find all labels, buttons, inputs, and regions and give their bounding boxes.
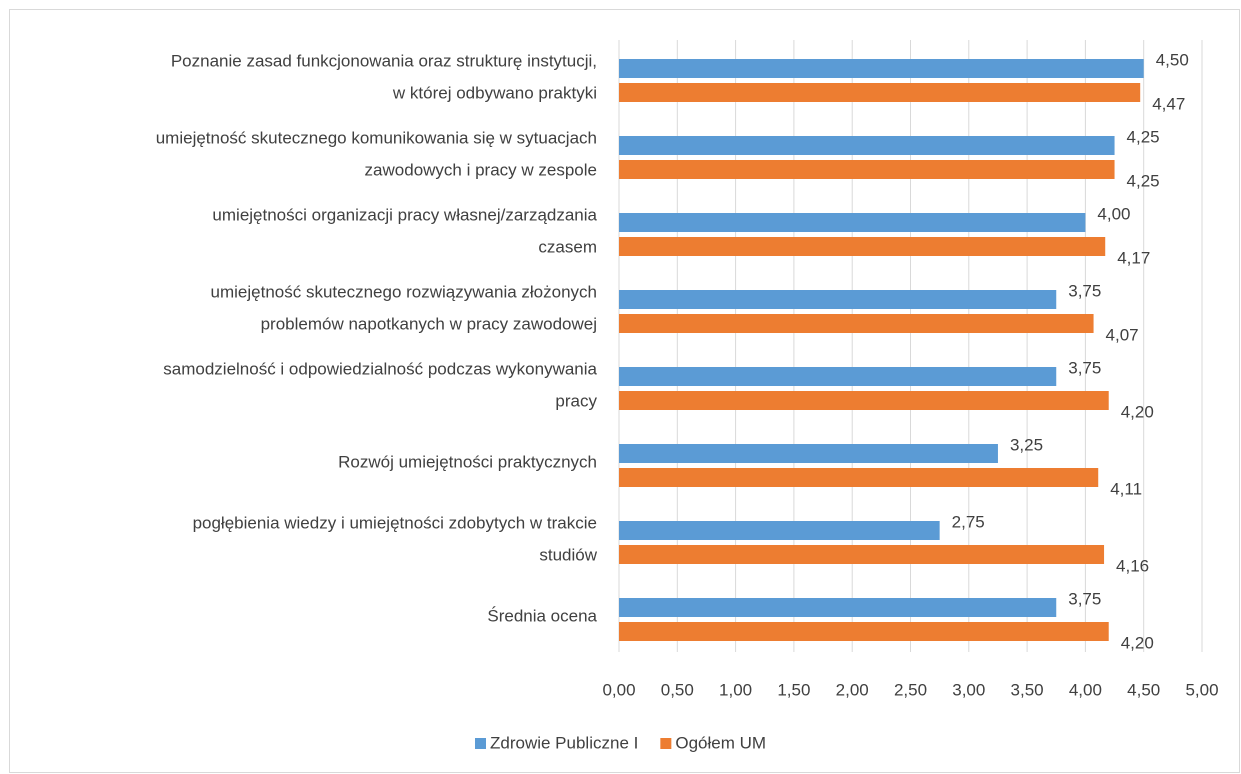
value-label: 4,11 xyxy=(1110,479,1142,498)
value-label: 4,16 xyxy=(1116,556,1149,575)
bar xyxy=(619,290,1057,309)
x-tick-label: 1,00 xyxy=(719,680,752,699)
x-tick-label: 0,50 xyxy=(661,680,694,699)
value-label: 4,20 xyxy=(1121,633,1154,652)
bar xyxy=(619,521,940,540)
category-label: umiejętność skutecznego komunikowania si… xyxy=(156,128,597,147)
x-tick-label: 2,00 xyxy=(836,680,869,699)
value-label: 4,25 xyxy=(1127,171,1160,190)
value-label: 4,25 xyxy=(1127,127,1160,146)
value-label: 4,47 xyxy=(1152,94,1185,113)
category-label: umiejętność skutecznego rozwiązywania zł… xyxy=(211,282,597,301)
category-label: samodzielność i odpowiedzialność podczas… xyxy=(163,359,597,378)
category-label: Rozwój umiejętności praktycznych xyxy=(338,452,597,471)
category-label: zawodowych i pracy w zespole xyxy=(365,160,597,179)
x-tick-label: 4,50 xyxy=(1127,680,1160,699)
x-tick-label: 0,00 xyxy=(602,680,635,699)
category-label: studiów xyxy=(539,545,597,564)
x-tick-label: 4,00 xyxy=(1069,680,1102,699)
bar xyxy=(619,444,998,463)
bar xyxy=(619,160,1115,179)
bar xyxy=(619,136,1115,155)
x-tick-label: 5,00 xyxy=(1185,680,1218,699)
value-label: 4,20 xyxy=(1121,402,1154,421)
legend-swatch xyxy=(475,738,486,749)
value-label: 4,50 xyxy=(1156,50,1189,69)
value-label: 3,75 xyxy=(1068,358,1101,377)
value-label: 3,75 xyxy=(1068,281,1101,300)
category-label: pogłębienia wiedzy i umiejętności zdobyt… xyxy=(193,513,597,532)
bar xyxy=(619,622,1109,641)
value-label: 2,75 xyxy=(952,512,985,531)
bar xyxy=(619,314,1094,333)
legend-label: Ogółem UM xyxy=(675,733,766,752)
value-label: 3,75 xyxy=(1068,589,1101,608)
bar xyxy=(619,367,1057,386)
bar xyxy=(619,391,1109,410)
category-label: umiejętności organizacji pracy własnej/z… xyxy=(212,205,597,224)
bar xyxy=(619,59,1144,78)
category-label: Średnia ocena xyxy=(487,606,597,625)
bar xyxy=(619,213,1086,232)
value-label: 4,07 xyxy=(1106,325,1139,344)
category-label: czasem xyxy=(538,237,597,256)
bar xyxy=(619,545,1105,564)
legend-label: Zdrowie Publiczne I xyxy=(490,733,638,752)
x-tick-label: 3,00 xyxy=(952,680,985,699)
x-tick-label: 3,50 xyxy=(1011,680,1044,699)
bar xyxy=(619,468,1099,487)
x-tick-label: 2,50 xyxy=(894,680,927,699)
bar xyxy=(619,598,1057,617)
bar xyxy=(619,237,1106,256)
value-label: 3,25 xyxy=(1010,435,1043,454)
value-label: 4,00 xyxy=(1097,204,1130,223)
category-label: pracy xyxy=(555,391,597,410)
category-label: w której odbywano praktyki xyxy=(392,83,597,102)
category-label: Poznanie zasad funkcjonowania oraz struk… xyxy=(171,51,597,70)
value-label: 4,17 xyxy=(1117,248,1150,267)
bar xyxy=(619,83,1141,102)
x-tick-label: 1,50 xyxy=(777,680,810,699)
category-label: problemów napotkanych w pracy zawodowej xyxy=(261,314,597,333)
legend-swatch xyxy=(660,738,672,749)
